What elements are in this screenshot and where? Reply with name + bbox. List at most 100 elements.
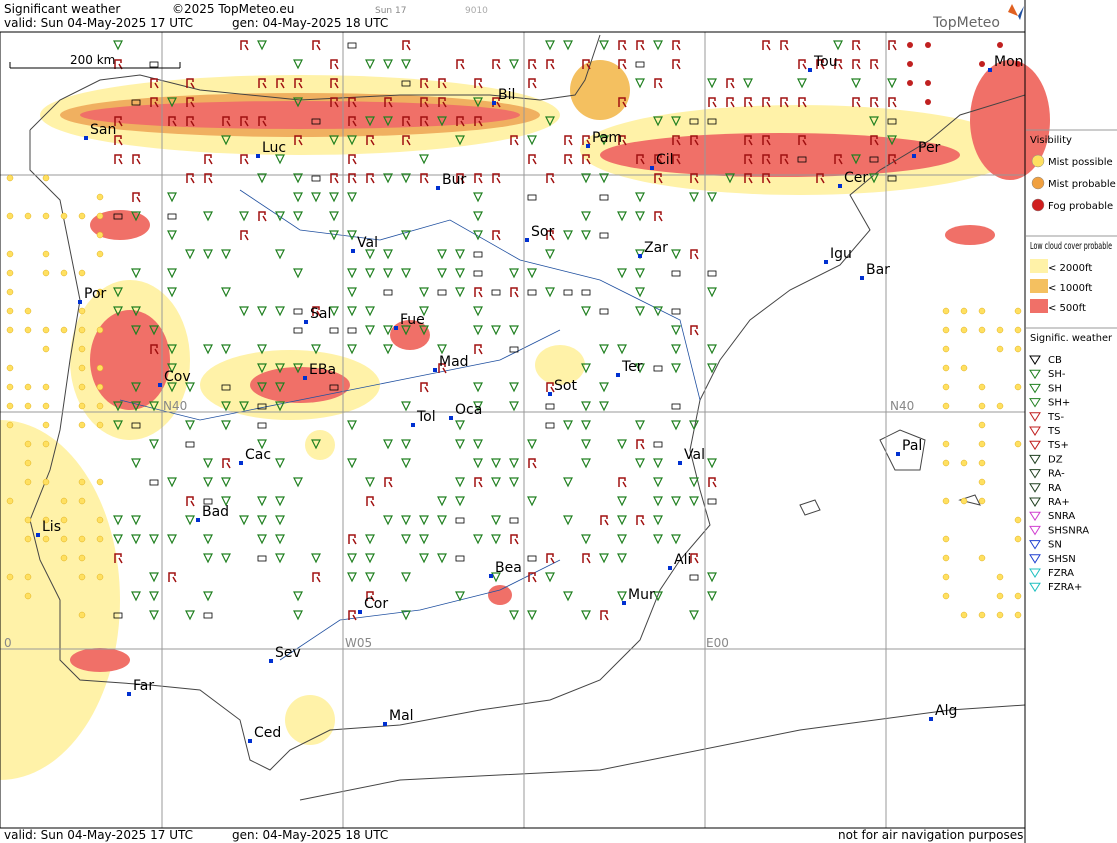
mist-symbol bbox=[96, 212, 104, 220]
thunder-symbol bbox=[672, 135, 681, 146]
thunder-symbol bbox=[798, 135, 807, 146]
thunder-symbol bbox=[708, 97, 717, 108]
shower-symbol bbox=[437, 268, 447, 279]
thunder-symbol bbox=[294, 135, 303, 146]
shower-symbol bbox=[131, 591, 141, 602]
shower-symbol bbox=[239, 306, 249, 317]
legend-item: TS+ bbox=[1047, 440, 1069, 451]
shower-symbol bbox=[131, 458, 141, 469]
thunder-symbol bbox=[114, 135, 123, 146]
shower-symbol bbox=[689, 610, 699, 621]
shower-symbol bbox=[203, 477, 213, 488]
shower-symbol bbox=[149, 610, 159, 621]
mist-symbol bbox=[96, 383, 104, 391]
thunder-symbol bbox=[654, 154, 663, 165]
shower-symbol bbox=[419, 553, 429, 564]
shower-symbol bbox=[509, 401, 519, 412]
mist-symbol bbox=[78, 212, 86, 220]
shower-symbol bbox=[437, 116, 447, 127]
shower-symbol bbox=[113, 401, 123, 412]
mist-symbol bbox=[60, 535, 68, 543]
thunder-symbol bbox=[510, 135, 519, 146]
cloud-area bbox=[70, 648, 130, 672]
shower-symbol bbox=[149, 534, 159, 545]
thunder-symbol bbox=[474, 287, 483, 298]
shower-symbol bbox=[581, 306, 591, 317]
shower-symbol bbox=[617, 591, 627, 602]
cloud-area bbox=[600, 133, 960, 177]
city-label: Fue bbox=[400, 312, 425, 328]
thunder-symbol bbox=[762, 40, 771, 51]
shower-symbol bbox=[581, 363, 591, 374]
mist-symbol bbox=[78, 573, 86, 581]
shower-symbol bbox=[563, 420, 573, 431]
mist-symbol bbox=[996, 326, 1004, 334]
shower-symbol bbox=[563, 477, 573, 488]
shower-symbol bbox=[617, 268, 627, 279]
shower-symbol bbox=[509, 477, 519, 488]
shower-symbol bbox=[509, 268, 519, 279]
mist-symbol bbox=[942, 535, 950, 543]
city-dot bbox=[78, 300, 82, 304]
mist-symbol bbox=[960, 497, 968, 505]
mist-symbol bbox=[78, 269, 86, 277]
city-label: Val bbox=[357, 235, 378, 251]
legend-item: SH- bbox=[1048, 369, 1066, 380]
thunder-symbol bbox=[114, 154, 123, 165]
legend-item: SHSN bbox=[1048, 554, 1076, 565]
shower-symbol bbox=[401, 458, 411, 469]
mist-symbol bbox=[96, 535, 104, 543]
thunder-symbol bbox=[762, 173, 771, 184]
shower-symbol bbox=[653, 534, 663, 545]
shower-symbol bbox=[257, 40, 267, 51]
mist-symbol bbox=[78, 326, 86, 334]
thunder-symbol bbox=[150, 344, 159, 355]
shower-symbol bbox=[527, 135, 537, 146]
shower-symbol bbox=[257, 173, 267, 184]
city-label: Bad bbox=[202, 504, 229, 520]
city-label: Val bbox=[684, 447, 705, 463]
shower-symbol bbox=[563, 40, 573, 51]
shower-symbol bbox=[617, 553, 627, 564]
cloud-area bbox=[535, 345, 585, 385]
cb-symbol bbox=[527, 289, 537, 296]
shower-symbol bbox=[293, 591, 303, 602]
shower-symbol bbox=[383, 439, 393, 450]
thunder-symbol bbox=[636, 40, 645, 51]
legend-symbol bbox=[1029, 398, 1041, 408]
thunder-symbol bbox=[492, 230, 501, 241]
city-label: Sal bbox=[310, 306, 331, 322]
shower-symbol bbox=[347, 230, 357, 241]
shower-symbol bbox=[257, 306, 267, 317]
cb-symbol bbox=[329, 384, 339, 391]
mist-symbol bbox=[1014, 592, 1022, 600]
mist-symbol bbox=[78, 421, 86, 429]
cloud-area bbox=[945, 225, 995, 245]
shower-symbol bbox=[509, 458, 519, 469]
shower-symbol bbox=[221, 496, 231, 507]
mist-symbol bbox=[42, 269, 50, 277]
shower-symbol bbox=[365, 534, 375, 545]
shower-symbol bbox=[167, 477, 177, 488]
thunder-symbol bbox=[672, 154, 681, 165]
mist-symbol bbox=[78, 364, 86, 372]
mist-symbol bbox=[78, 345, 86, 353]
shower-symbol bbox=[329, 306, 339, 317]
shower-symbol bbox=[455, 496, 465, 507]
cb-symbol bbox=[131, 99, 141, 106]
shower-symbol bbox=[671, 420, 681, 431]
logo bbox=[1008, 4, 1018, 16]
shower-symbol bbox=[419, 534, 429, 545]
cb-symbol bbox=[257, 422, 267, 429]
shower-symbol bbox=[365, 249, 375, 260]
shower-symbol bbox=[365, 572, 375, 583]
cb-symbol bbox=[131, 422, 141, 429]
thunder-symbol bbox=[438, 363, 447, 374]
shower-symbol bbox=[221, 477, 231, 488]
mist-symbol bbox=[96, 364, 104, 372]
cloud-area bbox=[488, 585, 512, 605]
shower-symbol bbox=[275, 515, 285, 526]
shower-symbol bbox=[473, 230, 483, 241]
shower-symbol bbox=[167, 230, 177, 241]
